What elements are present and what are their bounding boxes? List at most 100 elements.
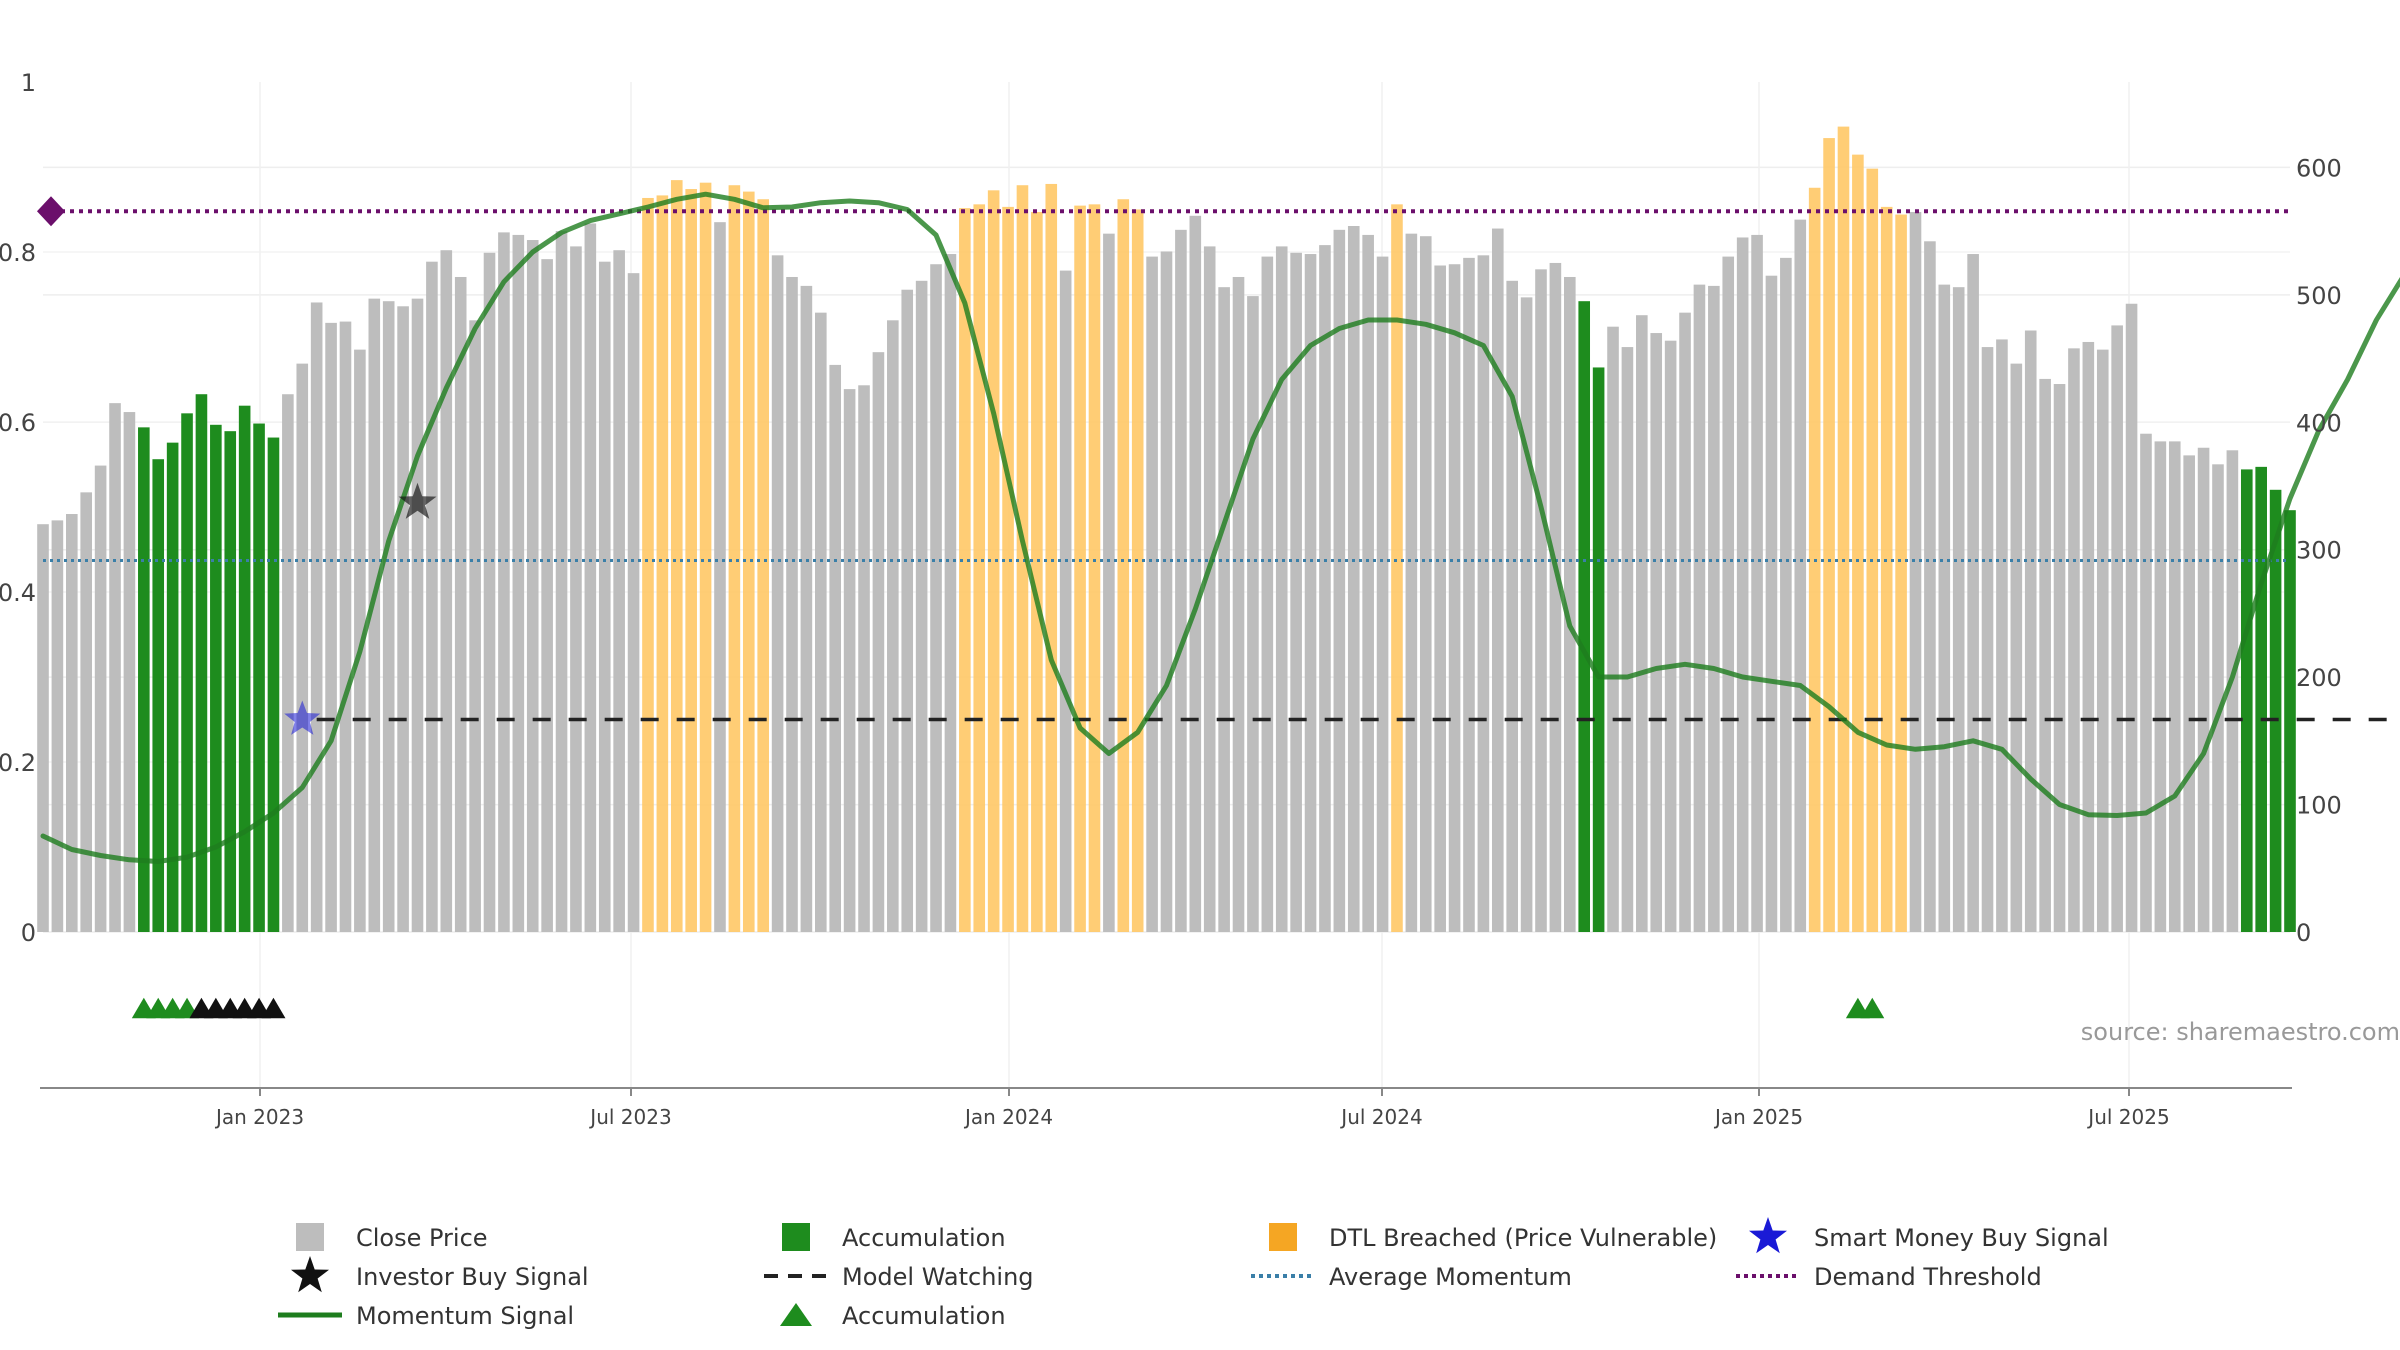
legend-label: Average Momentum (1329, 1263, 1572, 1291)
legend-label: Momentum Signal (356, 1302, 574, 1330)
price-bar (1967, 254, 1979, 932)
price-bar (2226, 450, 2239, 932)
price-bar (66, 514, 78, 932)
price-bar (454, 276, 467, 932)
price-bar (382, 301, 395, 932)
price-bar (1491, 228, 1504, 932)
price-bar (1448, 264, 1461, 932)
momentum-signal (40, 191, 2400, 864)
price-bar (1535, 269, 1547, 933)
price-bar (1751, 234, 1763, 933)
price-bar (2039, 378, 2051, 933)
price-bar (685, 189, 697, 932)
price-bar (1088, 204, 1101, 932)
price-bar (1736, 237, 1749, 932)
legend-label: Investor Buy Signal (356, 1263, 589, 1291)
price-bar (1506, 280, 1518, 932)
left-axis-tick: 1 (21, 69, 36, 97)
investor-buy-star-icon (398, 482, 437, 519)
price-bar (1117, 199, 1130, 932)
price-bar (339, 321, 352, 932)
legend-label: Accumulation (842, 1302, 1006, 1330)
orange-square-icon (1269, 1223, 1297, 1251)
price-bar (1319, 245, 1331, 933)
price-bar (1650, 333, 1663, 933)
price-bar (2111, 325, 2123, 932)
price-bar (210, 424, 222, 932)
black-star-icon (291, 1256, 329, 1293)
signal-strip (131, 997, 1885, 1019)
price-bar (627, 273, 640, 932)
green-square-icon (782, 1223, 810, 1251)
price-bar (1664, 340, 1677, 932)
price-bar (1564, 276, 1576, 932)
blue-star-icon (1749, 1217, 1787, 1254)
price-bar (354, 349, 366, 932)
price-bar (1376, 256, 1389, 932)
price-bar (123, 412, 136, 933)
price-bar (109, 403, 121, 933)
price-bar (253, 423, 265, 932)
price-bar (915, 280, 928, 932)
price-bar (1852, 154, 1864, 933)
price-bar (786, 276, 798, 932)
price-bar (1636, 315, 1648, 933)
price-bar (296, 363, 309, 933)
price-bar (1103, 233, 1115, 932)
signal-markers (284, 482, 437, 735)
price-bar (1362, 234, 1374, 933)
price-bar (1996, 339, 2008, 933)
price-bar (267, 437, 280, 932)
price-bar (800, 285, 813, 932)
price-bar (2255, 466, 2267, 932)
x-axis-tick: Jul 2025 (2086, 1105, 2169, 1129)
legend-label: DTL Breached (Price Vulnerable) (1329, 1224, 1717, 1252)
price-bars (37, 126, 2296, 933)
price-bar (1592, 367, 1605, 932)
price-bar (1880, 206, 1893, 932)
price-bar (1002, 206, 1014, 932)
investor-triangle-icon (261, 997, 286, 1019)
legend-label: Smart Money Buy Signal (1814, 1224, 2109, 1252)
price-bar (238, 405, 251, 933)
price-bar (1765, 275, 1778, 933)
price-bar (51, 520, 64, 932)
price-bar (2140, 433, 2152, 932)
price-bar (181, 413, 193, 932)
price-bar (397, 306, 409, 932)
price-bar (498, 232, 510, 932)
price-bar (1304, 254, 1317, 932)
price-bar (2168, 441, 2181, 932)
price-bar (2284, 510, 2296, 932)
price-bar (555, 231, 568, 932)
price-bar (930, 264, 942, 932)
price-bar (670, 180, 683, 933)
source-text: source: sharemaestro.com (2081, 1018, 2400, 1046)
price-bar (1621, 347, 1634, 932)
price-bar (1981, 347, 1994, 932)
legend-label: Close Price (356, 1224, 488, 1252)
price-bar (1189, 215, 1202, 932)
price-bar (987, 190, 1000, 932)
x-axis-tick: Jan 2025 (1713, 1105, 1803, 1129)
price-bar (2096, 349, 2109, 932)
price-bar (1074, 205, 1086, 933)
price-bar (1391, 204, 1403, 932)
price-bar (598, 261, 611, 932)
legend-label: Accumulation (842, 1224, 1006, 1252)
price-bar (195, 394, 208, 933)
right-axis-tick: 100 (2296, 792, 2342, 820)
price-bar (887, 320, 899, 932)
gray-square-icon (296, 1223, 324, 1251)
price-bar (1347, 226, 1360, 933)
price-bar (1059, 270, 1072, 932)
price-bar (94, 465, 107, 932)
accumulation-triangle-icon (1860, 997, 1885, 1019)
left-axis-tick: 0 (21, 919, 36, 947)
reference-lines (37, 196, 2400, 722)
right-axis-tick: 500 (2296, 282, 2342, 310)
price-bar (613, 250, 625, 933)
right-axis-tick: 300 (2296, 537, 2342, 565)
price-bar (1794, 219, 1807, 933)
